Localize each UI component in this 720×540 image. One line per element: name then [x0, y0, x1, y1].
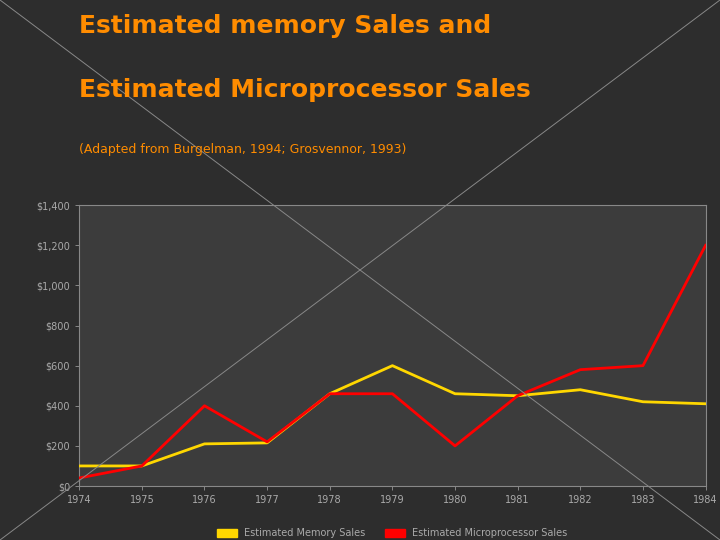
Legend: Estimated Memory Sales, Estimated Microprocessor Sales: Estimated Memory Sales, Estimated Microp… [213, 524, 572, 540]
Text: Estimated Microprocessor Sales: Estimated Microprocessor Sales [79, 78, 531, 102]
Text: (Adapted from Burgelman, 1994; Grosvennor, 1993): (Adapted from Burgelman, 1994; Grosvenno… [79, 143, 407, 156]
Text: Estimated memory Sales and: Estimated memory Sales and [79, 14, 492, 37]
